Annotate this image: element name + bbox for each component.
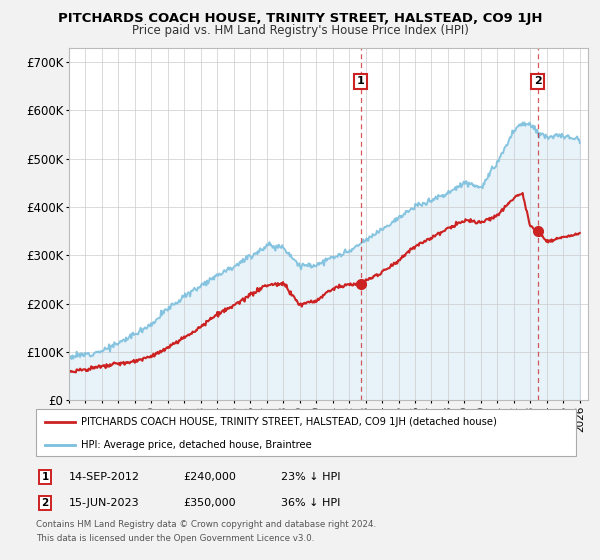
Text: 1: 1 bbox=[357, 76, 365, 86]
Text: £240,000: £240,000 bbox=[183, 472, 236, 482]
Text: 36% ↓ HPI: 36% ↓ HPI bbox=[281, 498, 340, 508]
Text: 15-JUN-2023: 15-JUN-2023 bbox=[69, 498, 140, 508]
Text: PITCHARDS COACH HOUSE, TRINITY STREET, HALSTEAD, CO9 1JH: PITCHARDS COACH HOUSE, TRINITY STREET, H… bbox=[58, 12, 542, 25]
Text: This data is licensed under the Open Government Licence v3.0.: This data is licensed under the Open Gov… bbox=[36, 534, 314, 543]
Text: HPI: Average price, detached house, Braintree: HPI: Average price, detached house, Brai… bbox=[81, 440, 312, 450]
Text: 2: 2 bbox=[41, 498, 49, 508]
Text: 14-SEP-2012: 14-SEP-2012 bbox=[69, 472, 140, 482]
Text: 23% ↓ HPI: 23% ↓ HPI bbox=[281, 472, 340, 482]
Text: Contains HM Land Registry data © Crown copyright and database right 2024.: Contains HM Land Registry data © Crown c… bbox=[36, 520, 376, 529]
Text: 1: 1 bbox=[41, 472, 49, 482]
Text: PITCHARDS COACH HOUSE, TRINITY STREET, HALSTEAD, CO9 1JH (detached house): PITCHARDS COACH HOUSE, TRINITY STREET, H… bbox=[81, 417, 497, 427]
Text: 2: 2 bbox=[534, 76, 542, 86]
Text: £350,000: £350,000 bbox=[183, 498, 236, 508]
Text: Price paid vs. HM Land Registry's House Price Index (HPI): Price paid vs. HM Land Registry's House … bbox=[131, 24, 469, 36]
